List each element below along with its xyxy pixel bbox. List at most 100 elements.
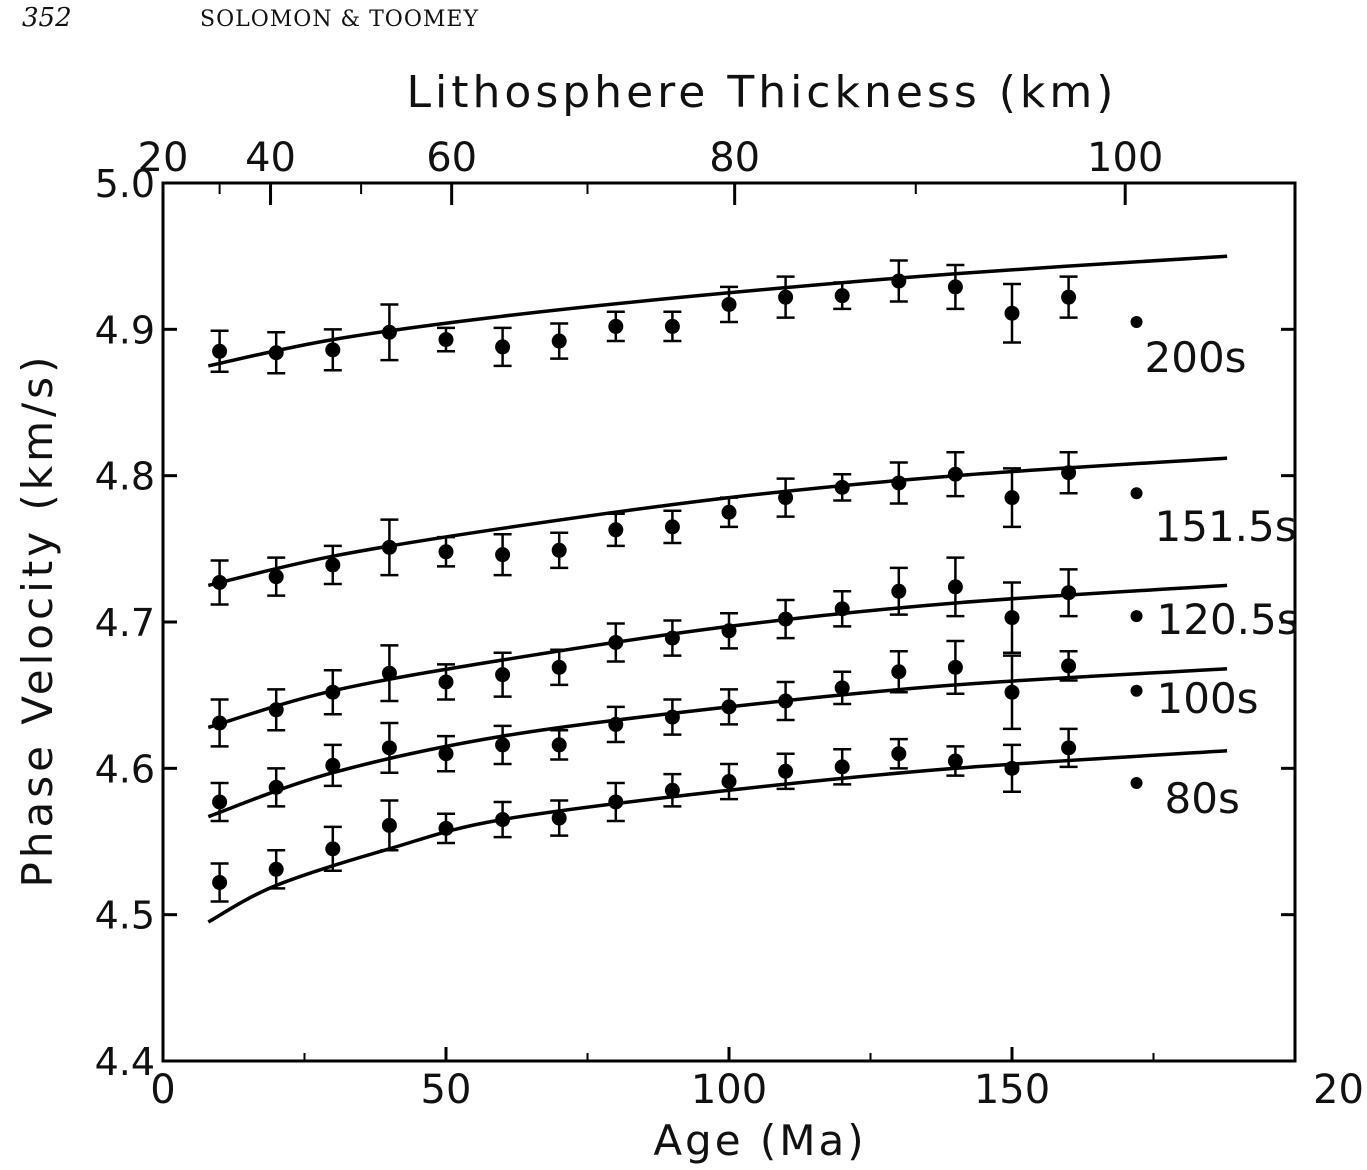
x-tick-label: 20 bbox=[1313, 1067, 1364, 1113]
point-100s bbox=[495, 737, 511, 753]
point-80s bbox=[438, 820, 454, 836]
point-100s bbox=[778, 693, 794, 709]
data-points bbox=[210, 259, 1078, 903]
series-legend: 200s 151.5s 120.5s 100s 80s bbox=[1130, 316, 1299, 823]
point-200s bbox=[1061, 289, 1077, 305]
y-tick-label: 4.9 bbox=[95, 308, 155, 352]
point-120-5s bbox=[212, 715, 228, 731]
x-tick-label: 100 bbox=[691, 1067, 767, 1113]
point-151-5s bbox=[834, 479, 850, 495]
point-80s bbox=[834, 759, 850, 775]
point-200s bbox=[721, 296, 737, 312]
point-120-5s bbox=[325, 684, 341, 700]
point-151-5s bbox=[721, 504, 737, 520]
point-100s bbox=[891, 664, 907, 680]
point-151-5s bbox=[438, 544, 454, 560]
point-80s bbox=[664, 782, 680, 798]
point-120-5s bbox=[778, 611, 794, 627]
y-tick-label: 4.6 bbox=[95, 747, 155, 791]
y-tick-label: 4.4 bbox=[95, 1040, 155, 1084]
axis-ticks: 0 50 100 150 204.44.54.64.74.84.95.020 40 60 80… bbox=[95, 135, 1364, 1113]
point-151-5s bbox=[664, 519, 680, 535]
top-axis-label: Lithosphere Thickness (km) bbox=[407, 67, 1118, 118]
legend-marker-120-5s bbox=[1130, 610, 1143, 623]
y-tick-label: 5.0 bbox=[95, 162, 155, 206]
point-151-5s bbox=[947, 466, 963, 482]
point-120-5s bbox=[608, 634, 624, 650]
point-200s bbox=[664, 318, 680, 334]
x-tick-label: 50 bbox=[421, 1067, 472, 1113]
top-tick-label: 20 bbox=[138, 135, 189, 181]
point-200s bbox=[947, 279, 963, 295]
top-tick-label: 60 bbox=[426, 135, 477, 181]
point-80s bbox=[495, 812, 511, 828]
point-200s bbox=[438, 332, 454, 348]
x-tick-label: 150 bbox=[974, 1067, 1050, 1113]
point-100s bbox=[212, 794, 228, 810]
point-151-5s bbox=[325, 557, 341, 573]
curve-200s bbox=[207, 254, 1228, 368]
point-120-5s bbox=[947, 579, 963, 595]
point-151-5s bbox=[891, 475, 907, 491]
point-120-5s bbox=[834, 601, 850, 617]
x-axis-label: Age (Ma) bbox=[653, 1116, 866, 1165]
point-200s bbox=[1004, 305, 1020, 321]
point-120-5s bbox=[551, 659, 567, 675]
series-label-100s: 100s bbox=[1157, 674, 1259, 723]
point-100s bbox=[947, 659, 963, 675]
point-200s bbox=[778, 289, 794, 305]
legend-marker-100s bbox=[1130, 684, 1143, 697]
point-100s bbox=[834, 680, 850, 696]
point-80s bbox=[721, 774, 737, 790]
point-120-5s bbox=[664, 630, 680, 646]
point-151-5s bbox=[551, 542, 567, 558]
point-151-5s bbox=[778, 490, 794, 506]
point-120-5s bbox=[1061, 585, 1077, 601]
point-200s bbox=[834, 288, 850, 304]
point-151-5s bbox=[608, 522, 624, 538]
point-100s bbox=[721, 699, 737, 715]
point-120-5s bbox=[495, 667, 511, 683]
point-80s bbox=[325, 841, 341, 857]
series-label-151-5s: 151.5s bbox=[1155, 502, 1297, 551]
top-tick-label: 80 bbox=[709, 135, 760, 181]
y-tick-label: 4.8 bbox=[95, 455, 155, 499]
point-80s bbox=[551, 810, 567, 826]
point-120-5s bbox=[1004, 610, 1020, 626]
point-80s bbox=[947, 753, 963, 769]
point-151-5s bbox=[268, 569, 284, 585]
point-200s bbox=[891, 273, 907, 289]
point-80s bbox=[1061, 740, 1077, 756]
point-200s bbox=[551, 333, 567, 349]
series-label-200s: 200s bbox=[1145, 333, 1247, 382]
point-100s bbox=[608, 716, 624, 732]
point-151-5s bbox=[212, 574, 228, 590]
point-151-5s bbox=[495, 547, 511, 563]
point-200s bbox=[212, 343, 228, 359]
top-tick-label: 40 bbox=[245, 135, 296, 181]
point-100s bbox=[381, 740, 397, 756]
legend-marker-80s bbox=[1130, 776, 1143, 789]
y-axis-label: Phase Velocity (km/s) bbox=[13, 353, 62, 888]
curve-80s bbox=[207, 749, 1228, 924]
page-number: 352 bbox=[22, 3, 72, 33]
running-head: SOLOMON & TOOMEY bbox=[200, 7, 479, 32]
point-151-5s bbox=[1004, 490, 1020, 506]
curve-120-5s bbox=[207, 583, 1228, 730]
top-tick-label: 100 bbox=[1087, 135, 1163, 181]
point-151-5s bbox=[1061, 465, 1077, 481]
point-200s bbox=[268, 345, 284, 361]
point-80s bbox=[778, 763, 794, 779]
point-120-5s bbox=[268, 702, 284, 718]
point-100s bbox=[438, 746, 454, 762]
point-120-5s bbox=[381, 665, 397, 681]
point-80s bbox=[891, 746, 907, 762]
point-80s bbox=[608, 794, 624, 810]
curve-100s bbox=[207, 667, 1228, 819]
legend-marker-200s bbox=[1130, 316, 1143, 329]
point-100s bbox=[1061, 658, 1077, 674]
point-80s bbox=[212, 874, 228, 890]
legend-marker-151-5s bbox=[1130, 487, 1143, 500]
point-100s bbox=[551, 737, 567, 753]
